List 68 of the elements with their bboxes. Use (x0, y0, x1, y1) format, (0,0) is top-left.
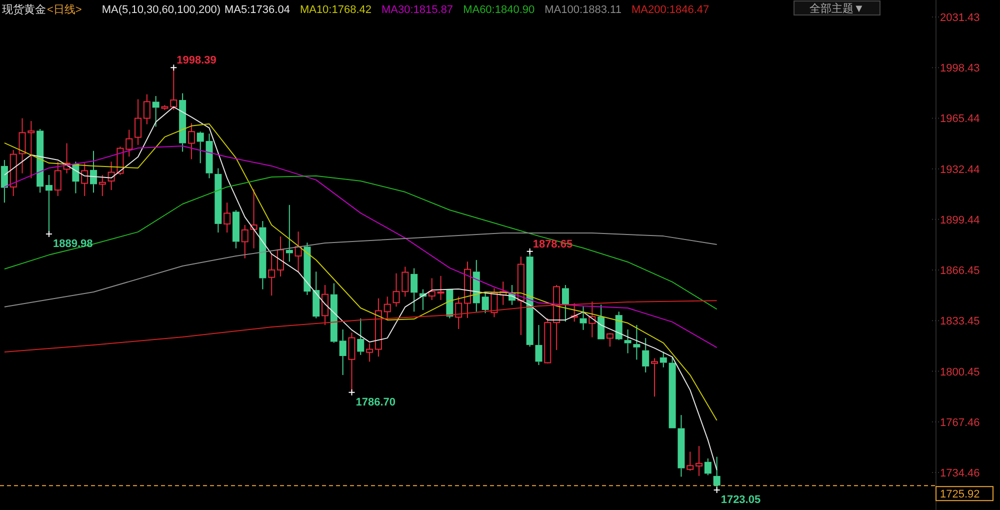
candlestick (535, 324, 542, 366)
candlestick (437, 275, 444, 301)
ref-line-label: 1725.92 (940, 488, 980, 501)
candlestick (464, 261, 471, 318)
candlestick (322, 284, 329, 326)
candlestick (10, 150, 17, 197)
candlestick (250, 188, 258, 249)
candlestick (241, 224, 248, 259)
text: MA60:1840.90 (463, 4, 535, 16)
candlestick (562, 284, 569, 322)
candlestick (152, 96, 160, 128)
y-tick-label: 1965.44 (940, 113, 980, 126)
candlestick (54, 161, 62, 197)
annotation: 1998.39 (176, 54, 216, 67)
candlestick (224, 202, 231, 234)
text: MA200:1846.47 (631, 4, 710, 16)
text: MA100:1883.11 (544, 4, 622, 16)
candlestick (633, 324, 640, 360)
y-tick-label: 1833.45 (940, 316, 980, 328)
candlestick (517, 256, 524, 336)
candlestick (214, 168, 222, 234)
candlestick (696, 446, 703, 476)
candlestick (90, 150, 97, 194)
candlestick (472, 259, 480, 312)
y-tick-label: 1800.45 (940, 366, 980, 378)
candlestick (232, 210, 240, 249)
candlestick (580, 306, 587, 330)
candlestick (588, 301, 596, 338)
candlestick (374, 298, 382, 358)
candlestick (277, 236, 284, 278)
y-tick-label: 1899.44 (940, 214, 980, 226)
candlestick (259, 220, 266, 290)
candlestick (678, 414, 685, 478)
legend-title: MA(5,10,30,60,100,200) (102, 4, 220, 16)
y-tick-label: 1734.46 (940, 467, 980, 480)
candlestick (410, 268, 418, 312)
annotation: 1878.65 (532, 238, 573, 250)
candlestick (206, 133, 213, 179)
candlestick (339, 328, 346, 376)
candlestick (330, 282, 338, 344)
candlestick (642, 338, 650, 373)
y-tick-label: 1767.46 (940, 416, 980, 429)
y-tick-label: 1866.45 (940, 265, 980, 278)
candlestick (312, 271, 320, 319)
candlestick (704, 458, 712, 476)
annotation: 1786.70 (356, 396, 396, 408)
y-tick-label: 1932.44 (940, 164, 980, 176)
candlestick (268, 252, 276, 296)
line-series (4, 300, 718, 353)
line-series (4, 232, 718, 308)
line-series (4, 123, 718, 421)
text: MA5:1736.04 (224, 4, 290, 16)
line-series (4, 175, 718, 310)
chart-subtitle: <日线> (47, 3, 82, 16)
chart-title: 现货黄金 (2, 3, 46, 16)
text: MA30:1815.87 (382, 4, 454, 16)
candlestick (357, 318, 364, 356)
candlestick (134, 98, 142, 146)
candlestick (366, 342, 374, 362)
candlestick (0, 159, 8, 204)
candlestick (624, 328, 632, 354)
annotation: 全部主题▼ (810, 2, 864, 15)
y-tick-label: 2031.43 (940, 12, 980, 24)
text: MA10:1768.42 (300, 4, 372, 16)
y-tick-label: 1998.43 (940, 62, 980, 75)
annotation: 1723.05 (720, 494, 761, 506)
candlestick (196, 131, 204, 164)
annotation: 1889.98 (52, 238, 93, 250)
